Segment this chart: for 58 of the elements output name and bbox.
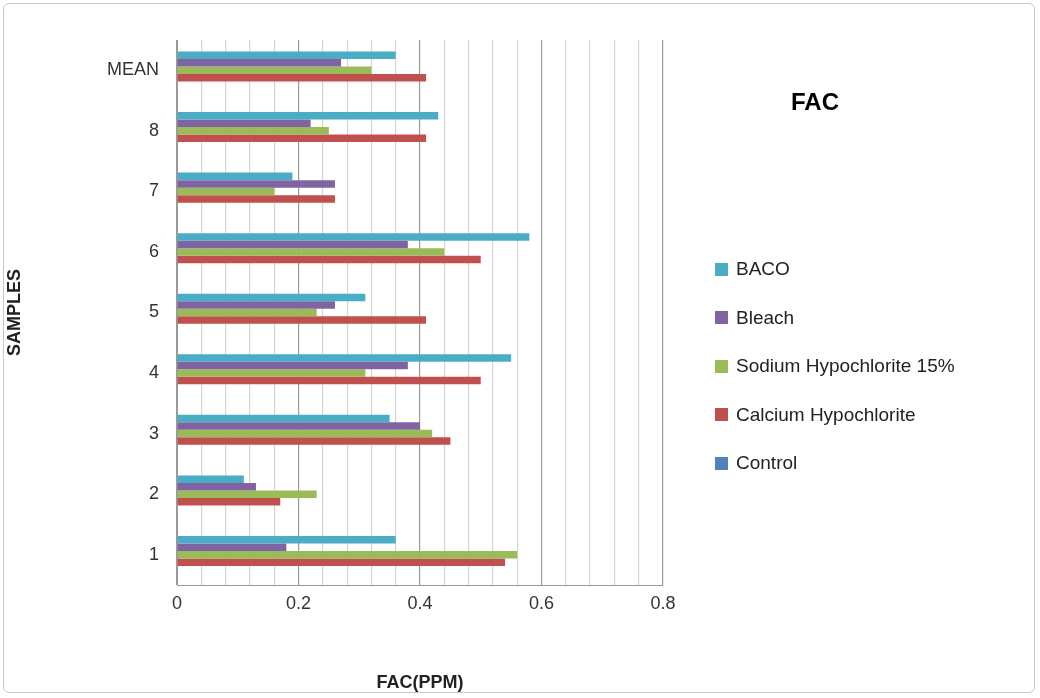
legend-label: Calcium Hypochlorite bbox=[736, 403, 916, 426]
x-tick-label: 0.8 bbox=[650, 592, 676, 613]
bar bbox=[177, 543, 287, 551]
bar bbox=[177, 558, 506, 566]
x-tick-label: 0.4 bbox=[407, 592, 433, 613]
legend-label: BACO bbox=[736, 258, 790, 281]
bar bbox=[177, 422, 420, 430]
bar bbox=[177, 119, 311, 128]
bar bbox=[177, 134, 427, 143]
x-tick-label: 0 bbox=[171, 592, 183, 613]
y-tick-label: 3 bbox=[148, 422, 159, 443]
bar bbox=[177, 233, 530, 241]
bar bbox=[177, 475, 244, 483]
bar bbox=[177, 308, 317, 317]
bar bbox=[177, 497, 281, 506]
bar bbox=[177, 482, 256, 491]
bar bbox=[177, 301, 335, 309]
legend-label: Sodium Hypochlorite 15% bbox=[736, 355, 955, 378]
bar bbox=[177, 255, 481, 264]
bar bbox=[177, 66, 372, 75]
bar bbox=[177, 112, 439, 120]
bar bbox=[177, 187, 275, 196]
bar bbox=[177, 361, 408, 370]
bar bbox=[177, 127, 329, 135]
y-tick-label: 8 bbox=[148, 119, 159, 140]
bar bbox=[177, 293, 366, 302]
bar bbox=[177, 376, 481, 385]
y-axis-title: SAMPLES bbox=[3, 268, 24, 357]
bar bbox=[177, 248, 445, 256]
y-tick-label: 1 bbox=[148, 543, 159, 564]
bar bbox=[177, 354, 512, 362]
bar bbox=[177, 59, 342, 67]
bar bbox=[177, 490, 317, 498]
bar bbox=[177, 74, 427, 82]
bar bbox=[177, 172, 293, 181]
bar bbox=[177, 437, 451, 445]
y-tick-label: 5 bbox=[148, 301, 159, 322]
x-axis-title: FAC(PPM) bbox=[376, 672, 464, 693]
y-tick-label: MEAN bbox=[106, 59, 159, 80]
y-tick-label: 6 bbox=[148, 240, 159, 261]
bar bbox=[177, 369, 366, 377]
bar bbox=[177, 316, 427, 324]
bar bbox=[177, 550, 518, 559]
bar bbox=[177, 414, 390, 423]
bar bbox=[177, 195, 335, 203]
bar bbox=[177, 240, 408, 249]
bar bbox=[177, 535, 396, 544]
text: FAC bbox=[790, 88, 840, 116]
x-tick-label: 0.6 bbox=[528, 592, 555, 613]
bar bbox=[177, 429, 433, 438]
bar bbox=[177, 51, 396, 60]
y-tick-label: 2 bbox=[148, 483, 159, 504]
bar bbox=[177, 180, 335, 188]
y-tick-label: 7 bbox=[148, 180, 159, 201]
legend-label: Control bbox=[736, 452, 798, 475]
y-tick-label: 4 bbox=[148, 362, 159, 383]
x-tick-label: 0.2 bbox=[285, 592, 312, 613]
legend-label: Bleach bbox=[736, 306, 795, 329]
